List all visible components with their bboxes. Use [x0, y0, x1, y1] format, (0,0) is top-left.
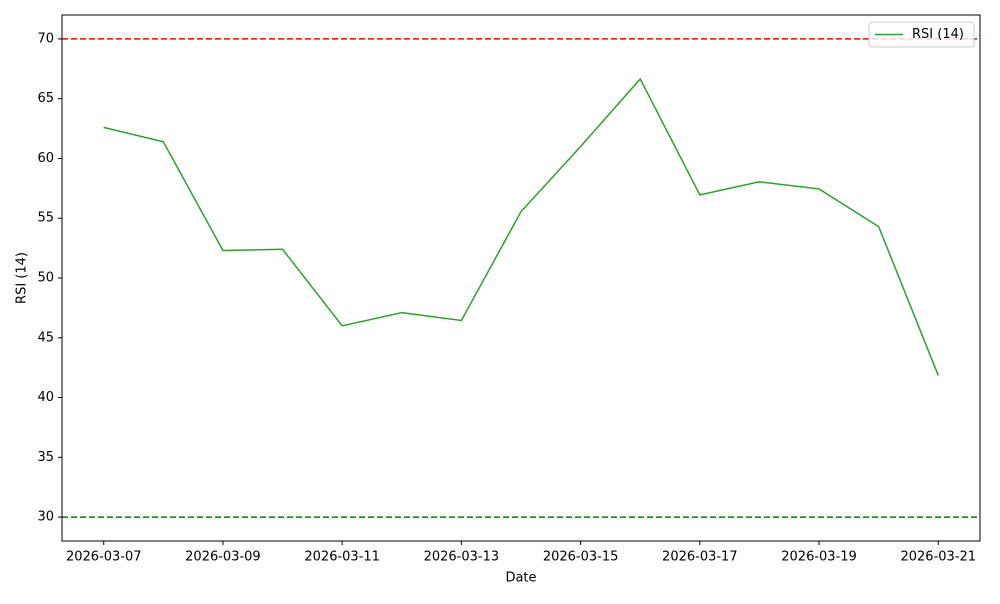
x-axis-label: Date	[505, 571, 536, 586]
y-axis-label: RSI (14)	[15, 252, 30, 304]
x-tick-label: 2026-03-07	[66, 550, 142, 565]
legend-box	[868, 21, 975, 48]
x-tick-label: 2026-03-15	[543, 550, 619, 565]
y-tick-label: 35	[37, 450, 54, 465]
y-tick-label: 65	[37, 91, 54, 106]
x-tick-label: 2026-03-11	[304, 550, 380, 565]
x-tick-label: 2026-03-19	[781, 550, 857, 565]
y-tick-label: 30	[37, 510, 54, 525]
y-tick-label: 60	[37, 151, 54, 166]
y-tick-label: 50	[37, 271, 54, 286]
x-tick-label: 2026-03-13	[424, 550, 500, 565]
x-tick-label: 2026-03-21	[900, 550, 976, 565]
y-tick-label: 40	[37, 390, 54, 405]
data-line	[103, 77, 939, 376]
legend-label: RSI (14)	[912, 27, 964, 42]
x-tick-label: 2026-03-17	[662, 550, 738, 565]
y-tick-label: 45	[37, 330, 54, 345]
y-tick-label: 70	[37, 31, 54, 46]
y-tick-label: 55	[37, 211, 54, 226]
x-tick-label: 2026-03-09	[185, 550, 261, 565]
plot-frame	[61, 14, 981, 542]
